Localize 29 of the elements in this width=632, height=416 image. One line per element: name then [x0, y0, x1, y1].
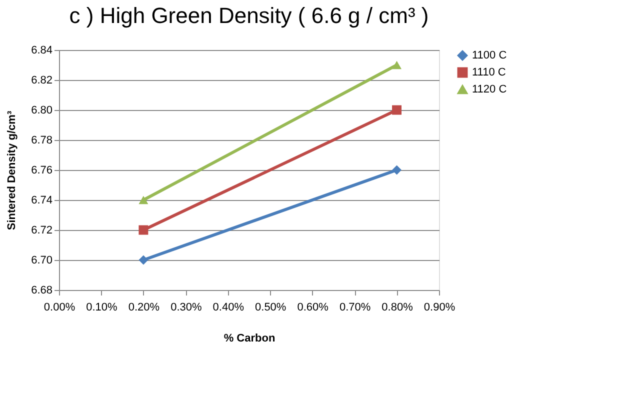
x-tick-label: 0.10%: [86, 302, 118, 314]
x-axis-title: % Carbon: [224, 332, 276, 344]
x-tick-label: 0.50%: [255, 302, 286, 314]
x-tick-label: 0.60%: [297, 302, 329, 314]
point: [392, 165, 402, 175]
chart-title: c ) High Green Density ( 6.6 g / cm³ ): [69, 3, 429, 28]
x-tick-label: 0.80%: [382, 302, 414, 314]
x-tick-label: 0.90%: [424, 302, 456, 314]
y-tick-label: 6.70: [31, 254, 52, 266]
y-tick-label: 6.80: [31, 104, 52, 116]
x-tick-label: 0.00%: [44, 302, 76, 314]
y-tick-label: 6.68: [31, 284, 52, 296]
point: [138, 255, 148, 265]
x-tick-label: 0.30%: [170, 302, 202, 314]
y-axis-title: Sintered Density g/cm³: [6, 110, 18, 230]
legend-label: 1120 C: [472, 84, 507, 96]
y-tick-label: 6.78: [31, 134, 52, 146]
y-tick-label: 6.84: [31, 44, 52, 56]
point: [138, 225, 148, 235]
x-tick-label: 0.70%: [339, 302, 371, 314]
x-tick-label: 0.20%: [128, 302, 160, 314]
x-tick-label: 0.40%: [212, 302, 244, 314]
point: [392, 105, 402, 115]
legend-label: 1100 C: [472, 50, 507, 62]
y-tick-label: 6.82: [31, 74, 52, 86]
y-tick-label: 6.76: [31, 164, 52, 176]
y-tick-label: 6.74: [31, 194, 52, 206]
y-tick-label: 6.72: [31, 224, 52, 236]
legend-label: 1110 C: [472, 66, 506, 78]
